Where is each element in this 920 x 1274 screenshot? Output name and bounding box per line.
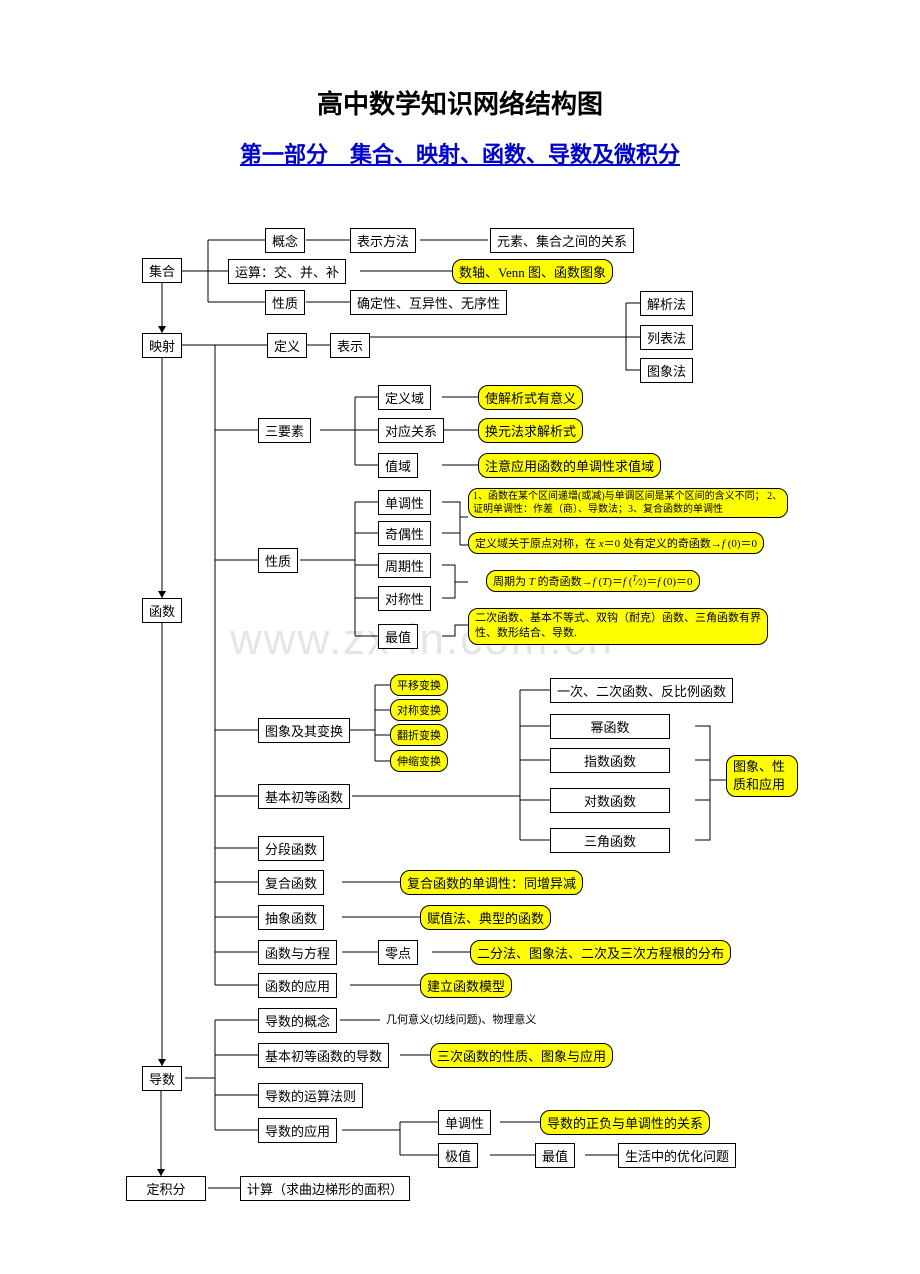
node-deriv: 导数 bbox=[142, 1066, 182, 1091]
node-corr-note: 换元法求解析式 bbox=[478, 418, 583, 443]
node-t4: 伸缩变换 bbox=[390, 750, 448, 772]
arrow-icon bbox=[158, 326, 166, 333]
node-elem: 基本初等函数 bbox=[258, 784, 350, 809]
node-dopt: 生活中的优化问题 bbox=[618, 1143, 736, 1168]
node-mono: 单调性 bbox=[378, 490, 431, 515]
node-def: 定义 bbox=[267, 333, 307, 358]
node-show: 表示 bbox=[330, 333, 370, 358]
node-three: 三要素 bbox=[258, 418, 311, 443]
node-piece: 分段函数 bbox=[258, 836, 324, 861]
node-exp: 指数函数 bbox=[550, 748, 670, 773]
node-dmono: 单调性 bbox=[438, 1110, 491, 1135]
node-log: 对数函数 bbox=[550, 788, 670, 813]
node-analytic: 解析法 bbox=[640, 291, 693, 316]
node-comp-note: 复合函数的单调性：同增异减 bbox=[400, 870, 583, 895]
node-dconcept: 导数的概念 bbox=[258, 1008, 337, 1033]
node-domain-note: 使解析式有意义 bbox=[478, 385, 583, 410]
node-domain: 定义域 bbox=[378, 385, 431, 410]
node-img-app: 图象、性质和应用 bbox=[726, 755, 798, 797]
node-dext: 极值 bbox=[438, 1143, 478, 1168]
node-compound: 复合函数 bbox=[258, 870, 324, 895]
node-period-note: 周期为 T 的奇函数→f (T)＝f (T⁄2)＝f (0)＝0 bbox=[486, 570, 700, 592]
node-venn: 数轴、Venn 图、函数图象 bbox=[452, 259, 613, 284]
node-drule: 导数的运算法则 bbox=[258, 1083, 363, 1108]
node-range: 值域 bbox=[378, 453, 418, 478]
node-t1: 平移变换 bbox=[390, 674, 448, 696]
node-app-note: 建立函数模型 bbox=[420, 973, 512, 998]
arrow-icon bbox=[158, 1059, 166, 1066]
node-det: 确定性、互异性、无序性 bbox=[350, 290, 507, 315]
node-dapp: 导数的应用 bbox=[258, 1118, 337, 1143]
node-trans: 图象及其变换 bbox=[258, 718, 350, 743]
node-prop2: 性质 bbox=[258, 548, 298, 573]
node-sym: 对称性 bbox=[378, 586, 431, 611]
node-graph: 图象法 bbox=[640, 358, 693, 383]
node-delem: 基本初等函数的导数 bbox=[258, 1043, 389, 1068]
node-set: 集合 bbox=[142, 258, 182, 283]
node-concept: 概念 bbox=[265, 228, 305, 253]
node-zero: 零点 bbox=[378, 940, 418, 965]
node-map: 映射 bbox=[142, 333, 182, 358]
node-eq: 函数与方程 bbox=[258, 940, 337, 965]
node-trig: 三角函数 bbox=[550, 828, 670, 853]
node-op: 运算：交、并、补 bbox=[228, 259, 346, 284]
node-t2: 对称变换 bbox=[390, 699, 448, 721]
node-calc: 计算（求曲边梯形的面积） bbox=[240, 1176, 410, 1201]
node-max-note: 二次函数、基本不等式、双钩（耐克）函数、三角函数有界性、数形结合、导数. bbox=[468, 608, 768, 645]
node-corr: 对应关系 bbox=[378, 418, 444, 443]
node-abstract: 抽象函数 bbox=[258, 905, 324, 930]
node-rel: 元素、集合之间的关系 bbox=[490, 228, 634, 253]
node-period: 周期性 bbox=[378, 553, 431, 578]
node-delem-note: 三次函数的性质、图象与应用 bbox=[430, 1043, 613, 1068]
node-dmono-note: 导数的正负与单调性的关系 bbox=[540, 1110, 710, 1135]
node-dconcept-note: 几何意义(切线问题)、物理意义 bbox=[380, 1009, 542, 1029]
node-list: 列表法 bbox=[640, 325, 693, 350]
node-expr: 表示方法 bbox=[350, 228, 416, 253]
node-app: 函数的应用 bbox=[258, 973, 337, 998]
node-max: 最值 bbox=[378, 624, 418, 649]
node-power: 幂函数 bbox=[550, 714, 670, 739]
arrow-icon bbox=[158, 591, 166, 598]
connector-lines bbox=[0, 0, 920, 1274]
node-integral: 定积分 bbox=[126, 1176, 206, 1201]
node-parity: 奇偶性 bbox=[378, 521, 431, 546]
node-prop: 性质 bbox=[265, 290, 305, 315]
node-parity-note: 定义域关于原点对称，在 x＝0 处有定义的奇函数→f (0)＝0 bbox=[468, 532, 764, 554]
node-t3: 翻折变换 bbox=[390, 724, 448, 746]
node-zero-note: 二分法、图象法、二次及三次方程根的分布 bbox=[470, 940, 731, 965]
arrow-icon bbox=[157, 1169, 165, 1176]
node-linear: 一次、二次函数、反比例函数 bbox=[550, 678, 733, 703]
node-range-note: 注意应用函数的单调性求值域 bbox=[478, 453, 661, 478]
node-func: 函数 bbox=[142, 598, 182, 623]
node-dmax: 最值 bbox=[535, 1143, 575, 1168]
node-mono-note: 1、函数在某个区间递增(或减)与单调区间是某个区间的含义不同； 2、证明单调性：… bbox=[468, 488, 788, 518]
node-abs-note: 赋值法、典型的函数 bbox=[420, 905, 551, 930]
